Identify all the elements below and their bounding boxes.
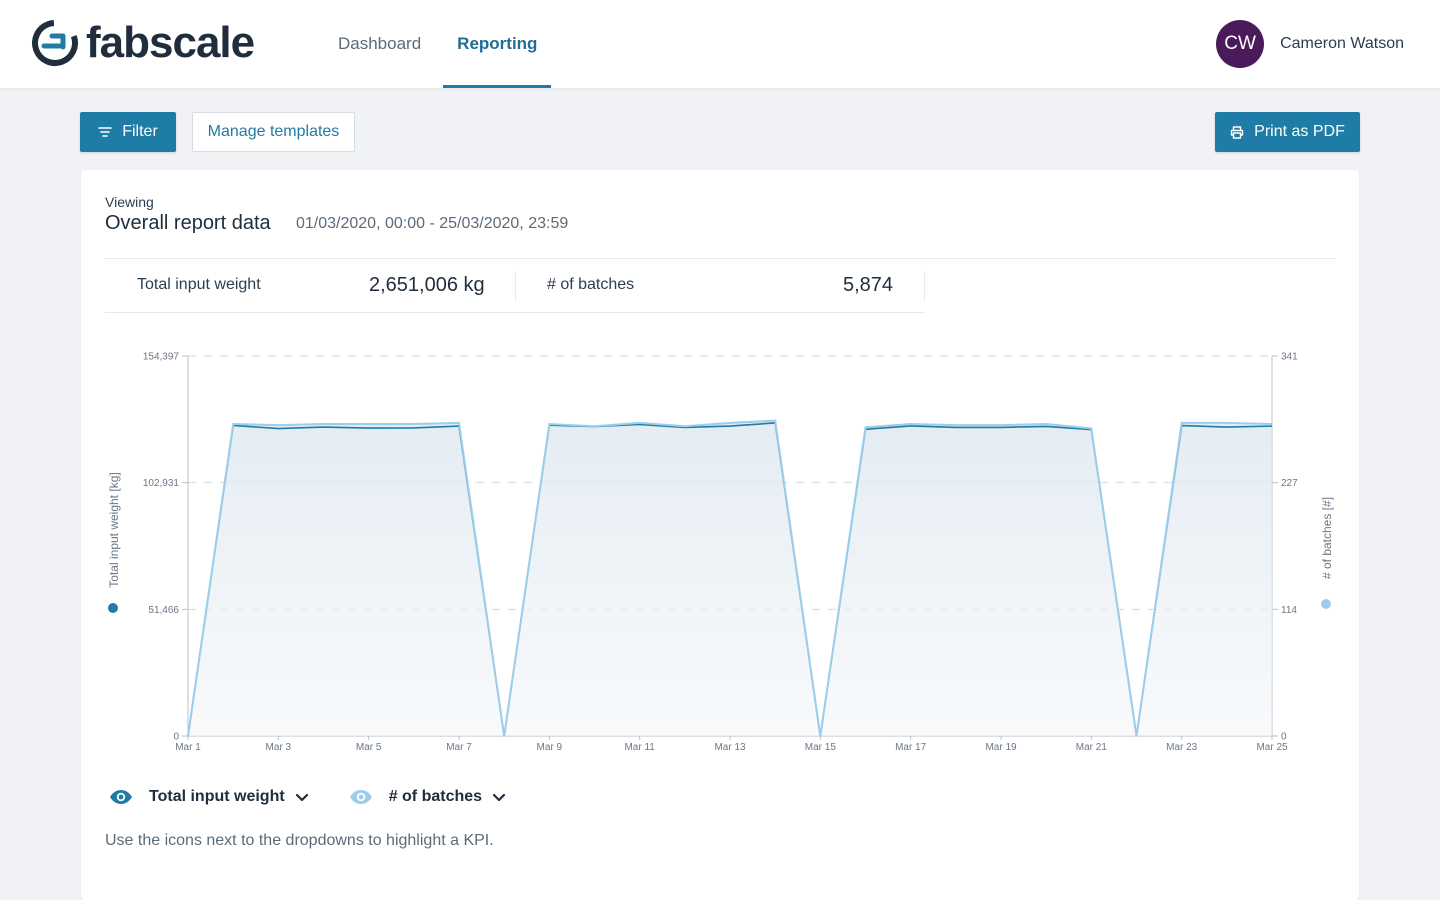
fabscale-logo-icon [32, 20, 78, 66]
print-pdf-button[interactable]: Print as PDF [1215, 112, 1360, 152]
y-right-series-dot [1321, 599, 1331, 609]
printer-icon [1230, 125, 1244, 139]
x-tick-label: Mar 1 [175, 742, 201, 753]
user-menu[interactable]: CW Cameron Watson [1216, 20, 1404, 68]
x-tick-label: Mar 5 [356, 742, 382, 753]
y-left-axis-title: Total input weight [kg] [107, 472, 121, 587]
x-tick-label: Mar 9 [537, 742, 563, 753]
x-tick-label: Mar 3 [266, 742, 292, 753]
y-left-series-dot [108, 603, 118, 613]
legend-label: Total input weight [149, 788, 285, 805]
nav-dashboard[interactable]: Dashboard [338, 34, 422, 53]
report-chart[interactable]: 0 51,466 102,931 154,397 0 114 227 341 Mar 1 Mar … [81, 340, 1359, 760]
y-right-tick-label: 227 [1281, 478, 1298, 489]
y-right-tick-label: 114 [1281, 605, 1297, 616]
y-right-axis-title: # of batches [#] [1320, 497, 1334, 579]
y-right-tick-label: 341 [1281, 352, 1298, 363]
report-card: Viewing Overall report data 01/03/2020, … [81, 170, 1359, 900]
x-tick-label: Mar 15 [805, 742, 837, 753]
kpi-summary-row: Total input weight 2,651,006 kg # of bat… [105, 259, 925, 313]
user-name: Cameron Watson [1280, 35, 1404, 52]
legend-number-of-batches[interactable]: # of batches [349, 788, 506, 806]
date-range: 01/03/2020, 00:00 - 25/03/2020, 23:59 [296, 215, 569, 232]
x-tick-label: Mar 25 [1256, 742, 1288, 753]
divider [105, 258, 1335, 259]
chevron-down-icon[interactable] [492, 793, 506, 802]
top-navigation-bar: fabscale Dashboard Reporting CW Cameron … [0, 0, 1440, 88]
kpi-value-weight: 2,651,006 kg [369, 274, 485, 296]
filter-button[interactable]: Filter [80, 112, 176, 152]
report-title: Overall report data [105, 212, 271, 234]
eye-icon[interactable] [109, 789, 133, 805]
x-tick-label: Mar 13 [714, 742, 746, 753]
legend-total-input-weight[interactable]: Total input weight [109, 788, 309, 806]
number-of-batches-line[interactable] [187, 419, 1273, 737]
kpi-separator [515, 271, 516, 301]
eye-icon[interactable] [349, 789, 373, 805]
avatar: CW [1216, 20, 1265, 68]
x-tick-label: Mar 7 [446, 742, 472, 753]
y-left-tick-label: 102,931 [143, 478, 180, 489]
kpi-label-batches: # of batches [547, 276, 635, 293]
chevron-down-icon[interactable] [295, 793, 309, 802]
legend-hint: Use the icons next to the dropdowns to h… [105, 832, 494, 849]
brand-logo[interactable]: fabscale [30, 18, 255, 68]
legend-label: # of batches [388, 788, 483, 805]
batches-area [188, 420, 1272, 736]
brand-name: fabscale [86, 18, 255, 67]
y-left-tick-label: 154,397 [143, 352, 180, 363]
nav-reporting[interactable]: Reporting [439, 0, 555, 88]
kpi-legend: Total input weight # of batches [109, 788, 546, 806]
manage-templates-button[interactable]: Manage templates [192, 112, 355, 152]
filter-label: Filter [122, 123, 158, 140]
x-tick-label: Mar 21 [1076, 742, 1108, 753]
y-right-tick-label: 0 [1281, 732, 1287, 743]
x-tick-label: Mar 19 [985, 742, 1017, 753]
x-tick-label: Mar 17 [895, 742, 927, 753]
kpi-separator [924, 271, 925, 301]
filter-icon [98, 127, 113, 137]
x-tick-label: Mar 23 [1166, 742, 1198, 753]
print-label: Print as PDF [1254, 123, 1345, 140]
viewing-label: Viewing [105, 194, 154, 210]
kpi-value-batches: 5,874 [843, 274, 894, 296]
y-left-tick-label: 51,466 [148, 605, 179, 616]
kpi-label-weight: Total input weight [137, 276, 261, 293]
main-nav: Dashboard Reporting [320, 0, 555, 88]
y-left-tick-label: 0 [173, 732, 179, 743]
x-tick-label: Mar 11 [624, 742, 655, 753]
